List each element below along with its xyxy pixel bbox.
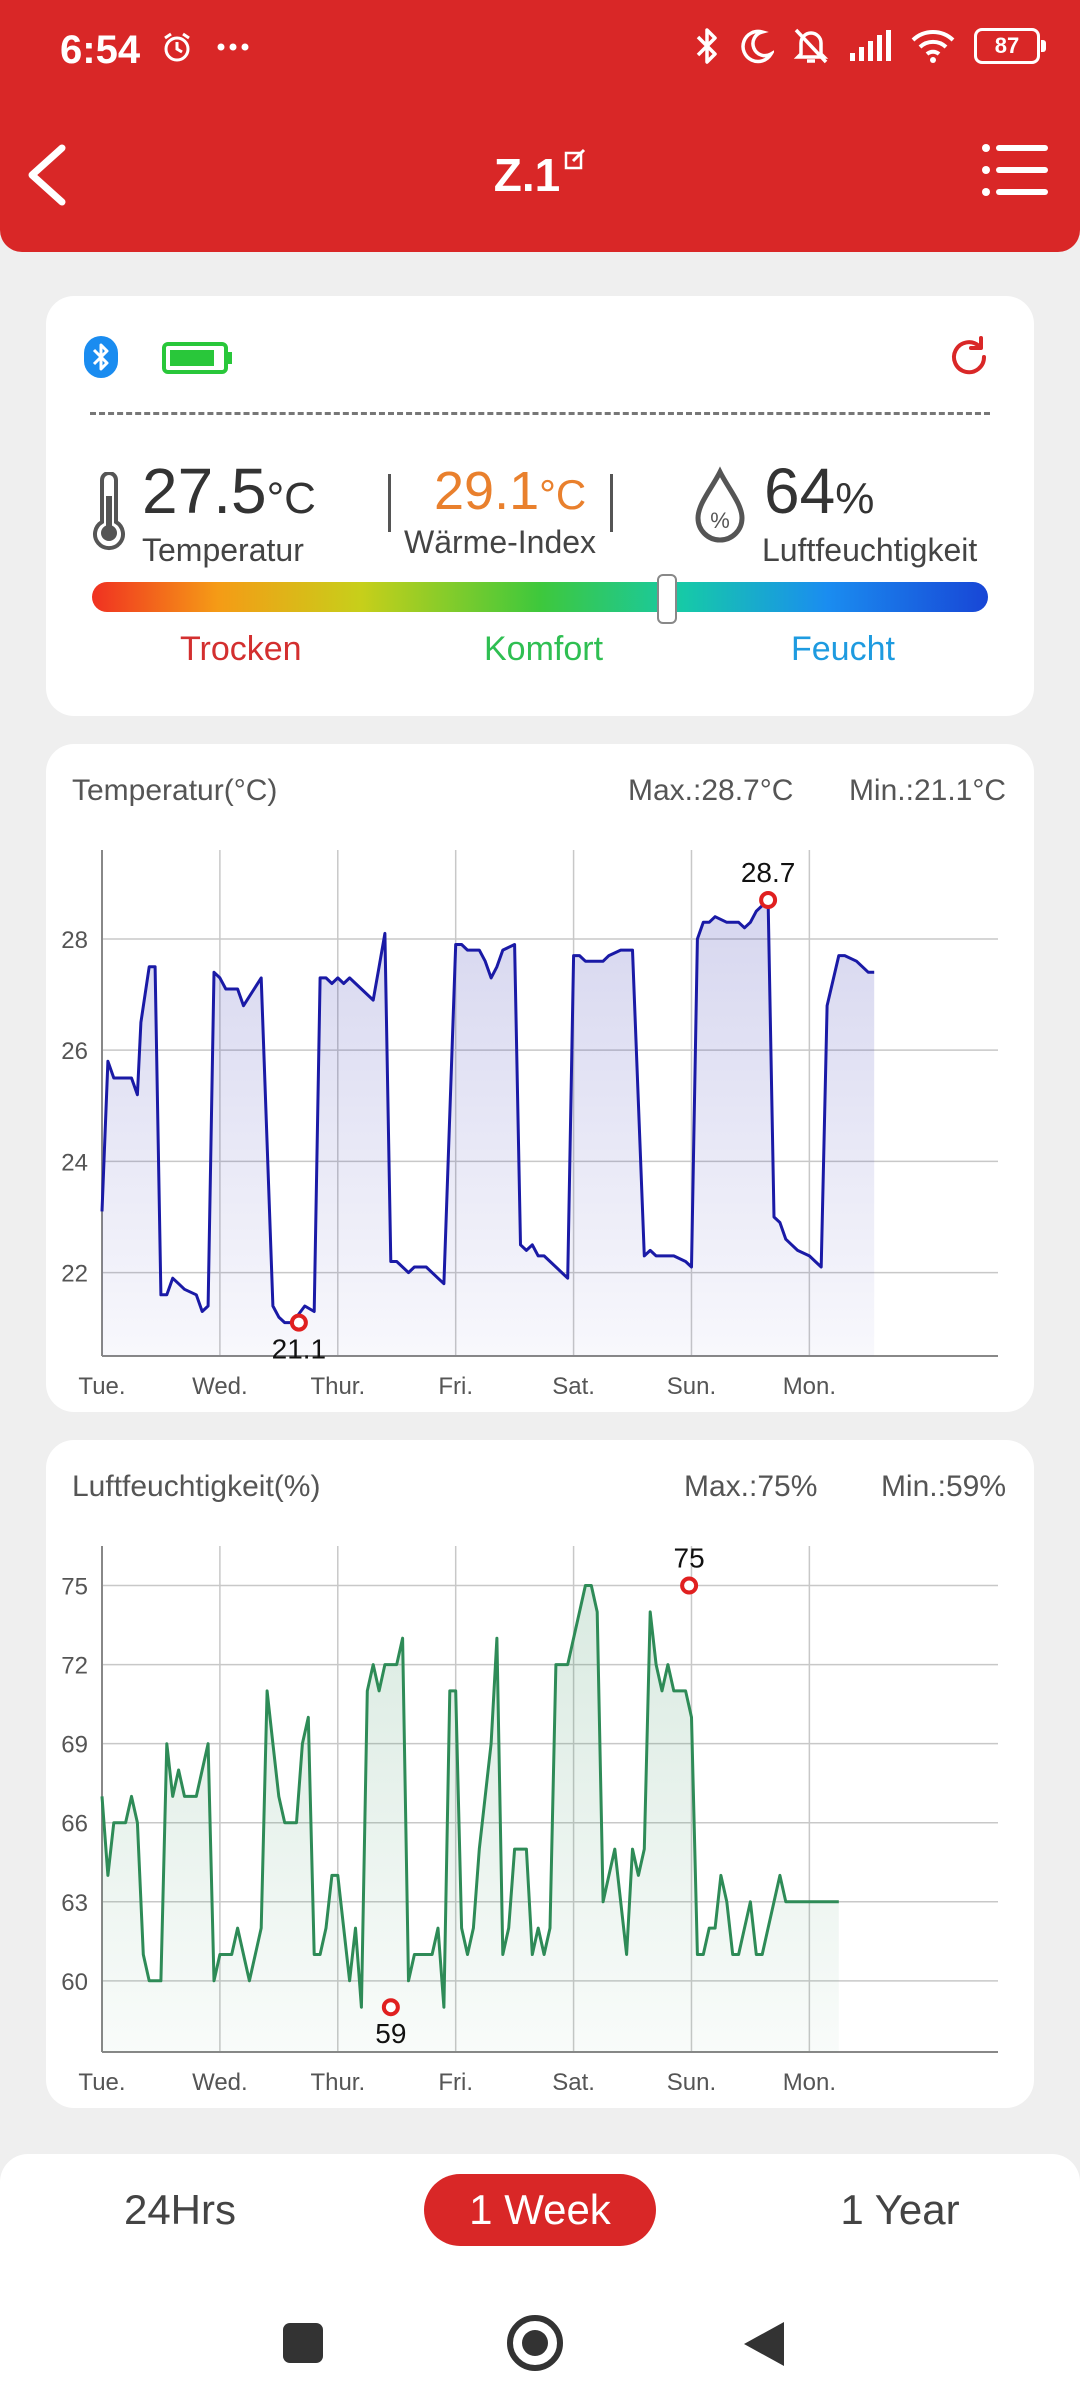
temperature-unit: °C [266, 474, 316, 523]
humidity-chart-title: Luftfeuchtigkeit(%) [72, 1470, 321, 1503]
status-right-icons: 87 [694, 26, 1046, 66]
temp-y-tick-label: 26 [61, 1038, 88, 1065]
muted-bell-icon [793, 28, 829, 64]
temp-x-tick-label: Fri. [438, 1373, 473, 1400]
temperature-chart: Tue. Wed. Thur. Fri. Sat. Sun. Mon. 22 24 26 28 28.… [61, 850, 998, 1400]
separator [610, 474, 613, 532]
battery-level-icon [162, 342, 232, 374]
humidity-drop-icon: % [695, 466, 745, 543]
app-header: 6:54 87 Z.1 [0, 0, 1080, 252]
temp-min-marker [289, 1313, 308, 1332]
bluetooth-icon [696, 28, 717, 64]
hum-y-tick-label: 66 [61, 1811, 88, 1838]
heat-index-label: Wärme-Index [404, 524, 597, 560]
temperature-max: Max.:28.7°C [628, 774, 794, 807]
temperature-min: Min.:21.1°C [848, 774, 1006, 807]
range-selector: 24Hrs 1 Week 1 Year [0, 2154, 1080, 2400]
zone-wet-label: Feucht [791, 630, 895, 668]
hum-y-tick-label: 72 [61, 1653, 88, 1680]
range-tab-1-year[interactable]: 1 Year [840, 2186, 960, 2233]
hum-x-tick-label: Fri. [438, 2069, 473, 2096]
signal-icon [850, 30, 891, 61]
zone-dry-label: Trocken [180, 630, 302, 668]
system-nav-bar [0, 2304, 1080, 2384]
humidity-min: Min.:59% [880, 1470, 1006, 1503]
separator [388, 474, 391, 532]
edit-icon[interactable] [564, 148, 586, 170]
device-card: 27.5°C Temperatur 29.1°C Wärme-Index % 6… [46, 296, 1034, 716]
device-name: Z.1 [493, 149, 561, 201]
humidity-label: Luftfeuchtigkeit [762, 532, 978, 568]
hum-max-label: 75 [674, 1543, 705, 1574]
moon-icon [741, 29, 774, 64]
more-dots-icon [217, 43, 249, 51]
temperature-chart-title: Temperatur(°C) [72, 774, 278, 807]
humidity-drop-symbol: % [710, 508, 730, 533]
page-title[interactable]: Z.1 [0, 148, 1080, 202]
temp-x-tick-label: Thur. [310, 1373, 365, 1400]
hum-y-tick-label: 75 [61, 1574, 88, 1601]
hum-x-tick-label: Mon. [783, 2069, 836, 2096]
zone-comfort-label: Komfort [484, 630, 604, 668]
temp-x-tick-label: Wed. [192, 1373, 248, 1400]
hum-series-line [100, 1584, 839, 2009]
temp-max-label: 28.7 [741, 857, 796, 888]
temp-x-tick-label: Tue. [78, 1373, 125, 1400]
hum-y-tick-label: 63 [61, 1890, 88, 1917]
humidity-chart: Tue. Wed. Thur. Fri. Sat. Sun. Mon. 60 63 66 69 72 7… [61, 1543, 998, 2096]
alarm-icon [164, 32, 190, 62]
hum-x-tick-label: Sat. [552, 2069, 595, 2096]
menu-icon[interactable] [980, 140, 1050, 200]
humidity-unit: % [835, 474, 875, 523]
divider [90, 412, 990, 415]
status-time: 6:54 [60, 28, 141, 72]
back-button[interactable] [20, 140, 80, 210]
battery-icon: 87 [974, 28, 1046, 64]
humidity-value: 64 [764, 455, 836, 527]
wifi-icon [911, 30, 955, 63]
temperature-chart-card: Temperatur(°C) Max.:28.7°C Min.:21.1°C T… [46, 744, 1034, 1412]
temp-y-tick-label: 22 [61, 1261, 88, 1288]
temp-area [102, 900, 875, 1356]
temperature-label: Temperatur [142, 532, 304, 568]
temp-y-tick-label: 28 [61, 927, 88, 954]
comfort-indicator [657, 574, 678, 624]
refresh-icon[interactable] [946, 334, 992, 380]
temp-max-marker [759, 891, 778, 910]
temp-series-line [100, 898, 875, 1325]
range-tab-24hrs[interactable]: 24Hrs [123, 2186, 237, 2233]
hum-y-tick-label: 60 [61, 1969, 88, 1996]
status-left-icons [160, 30, 250, 64]
hum-x-tick-label: Tue. [78, 2069, 125, 2096]
hum-x-tick-label: Thur. [310, 2069, 365, 2096]
temp-y-tick-label: 24 [61, 1149, 88, 1176]
recent-apps-button[interactable] [282, 2322, 324, 2364]
comfort-gradient-bar [92, 582, 988, 612]
humidity-chart-card: Luftfeuchtigkeit(%) Max.:75% Min.:59% Tu… [46, 1440, 1034, 2108]
heat-index-unit: °C [539, 471, 587, 518]
hum-x-tick-label: Wed. [192, 2069, 248, 2096]
home-button[interactable] [506, 2314, 564, 2372]
temp-x-tick-label: Sat. [552, 1373, 595, 1400]
back-nav-button[interactable] [742, 2320, 786, 2368]
hum-min-marker [381, 1998, 400, 2017]
hum-y-tick-label: 69 [61, 1732, 88, 1759]
temperature-value: 27.5 [142, 455, 267, 527]
hum-area [102, 1585, 839, 2052]
hum-x-tick-label: Sun. [667, 2069, 716, 2096]
hum-min-label: 59 [375, 2018, 406, 2049]
thermometer-icon [93, 472, 125, 551]
bluetooth-connected-icon [84, 336, 118, 378]
temperature-reading: 27.5°C [142, 454, 316, 528]
heat-index-value: 29.1 [434, 461, 540, 521]
heat-index-reading: 29.1°C [434, 460, 586, 522]
humidity-reading: 64% [764, 454, 874, 528]
temp-x-tick-label: Mon. [783, 1373, 836, 1400]
hum-max-marker [680, 1576, 699, 1595]
temp-min-label: 21.1 [272, 1334, 327, 1365]
temp-x-tick-label: Sun. [667, 1373, 716, 1400]
range-tab-1-week[interactable]: 1 Week [424, 2174, 656, 2246]
humidity-max: Max.:75% [684, 1470, 818, 1503]
